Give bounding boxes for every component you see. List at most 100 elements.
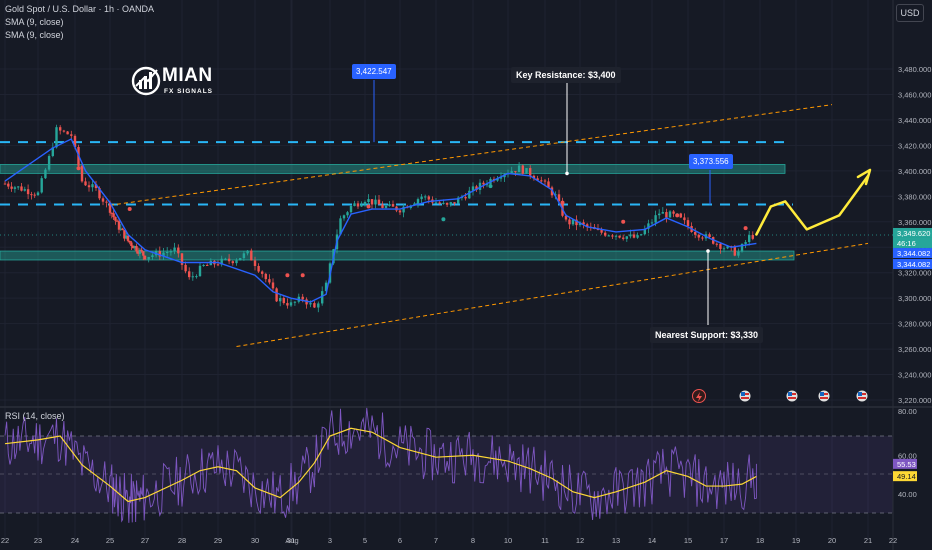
candle [701,237,704,239]
candle [471,186,475,191]
event-flag-us-icon[interactable] [856,389,868,402]
candle [231,261,234,264]
candle [309,303,312,305]
price-tick-label: 3,380.000 [898,192,931,201]
candle [275,288,278,302]
channel-upper-line[interactable] [109,104,833,206]
rsi-line[interactable] [4,407,757,523]
candle [130,242,133,246]
candle [123,230,126,239]
candle [98,188,101,199]
candle [246,250,249,254]
candle [17,186,20,188]
channel-lower-line[interactable] [236,242,869,348]
event-lightning-icon[interactable] [692,389,706,403]
candle [293,301,297,303]
candle [672,211,675,214]
candle [166,252,169,254]
signal-marker [127,207,132,212]
indicator-sma-2[interactable]: SMA (9, close) [5,30,64,40]
candle [575,219,578,226]
candle [7,183,10,187]
candle [3,183,7,185]
price-tick-label: 3,220.000 [898,396,931,405]
candle [557,194,561,202]
candle [142,251,145,256]
symbol-title: Gold Spot / U.S. Dollar · 1h · OANDA [5,4,155,14]
time-tick-label: 22 [889,536,897,545]
price-tick-label: 3,260.000 [898,345,931,354]
nearest-support-callout[interactable]: Nearest Support: $3,330 [650,327,764,343]
candle [715,243,718,245]
candle [632,234,636,238]
price-tick-label: 3,460.000 [898,90,931,99]
event-flag-us-icon[interactable] [786,389,798,402]
price-tick-label: 3,440.000 [898,116,931,125]
candle [367,199,370,202]
candle [289,302,293,306]
candle [600,229,603,233]
sma-line[interactable] [4,138,757,303]
rsi-label-box [893,458,917,469]
support-pointer-dot [706,249,710,253]
time-tick-label: 25 [106,536,114,545]
price-label-box [893,248,932,259]
key-resistance-callout[interactable]: Key Resistance: $3,400 [511,67,621,83]
indicator-sma-1[interactable]: SMA (9, close) [5,17,64,27]
candle [740,244,744,252]
candle [475,186,478,190]
candle [661,212,664,214]
candle [108,202,112,213]
candle [370,199,374,205]
signal-marker [675,213,680,218]
time-tick-label: 29 [214,536,222,545]
candle [733,247,736,256]
candle [614,235,618,237]
candle [643,228,646,235]
candle [321,291,324,304]
candle [94,184,98,189]
candle [668,211,672,218]
currency-button[interactable]: USD [896,4,924,22]
support-zone[interactable] [0,250,795,261]
candle [206,264,209,266]
candle [391,204,395,207]
signal-marker [560,200,565,205]
candle [51,147,54,157]
candle [191,276,194,278]
rsi-indicator-label[interactable]: RSI (14, close) [5,411,65,421]
candle [434,202,438,204]
mid-level-tag[interactable]: 3,373.556 [689,154,733,169]
candle [114,217,117,221]
time-tick-label: 28 [178,536,186,545]
candle [26,189,30,195]
candle [640,234,643,236]
candle [547,181,550,188]
candle [80,165,84,182]
candle [242,253,246,259]
forecast-path[interactable] [755,174,870,236]
candle [427,196,430,200]
candle [625,236,628,239]
candle [224,258,227,260]
candle [227,258,231,262]
time-tick-label: 21 [864,536,872,545]
event-flag-us-icon[interactable] [739,389,751,402]
upper-level-tag[interactable]: 3,422.547 [352,64,396,79]
rsi-ma-line[interactable] [4,427,757,503]
candle [499,177,503,179]
logo-subtitle: FX SIGNALS [164,88,214,95]
candle [363,201,367,205]
candle [313,303,316,308]
candle [622,237,625,239]
time-tick-label: 31 [287,536,295,545]
resistance-zone[interactable] [0,164,786,174]
candle [282,298,285,304]
brand-logo: MIAN FX SIGNALS [131,64,241,100]
candle [540,180,543,182]
event-flag-us-icon[interactable] [818,389,830,402]
price-tick-label: 3,480.000 [898,65,931,74]
candle [525,168,528,174]
candle [686,220,690,227]
